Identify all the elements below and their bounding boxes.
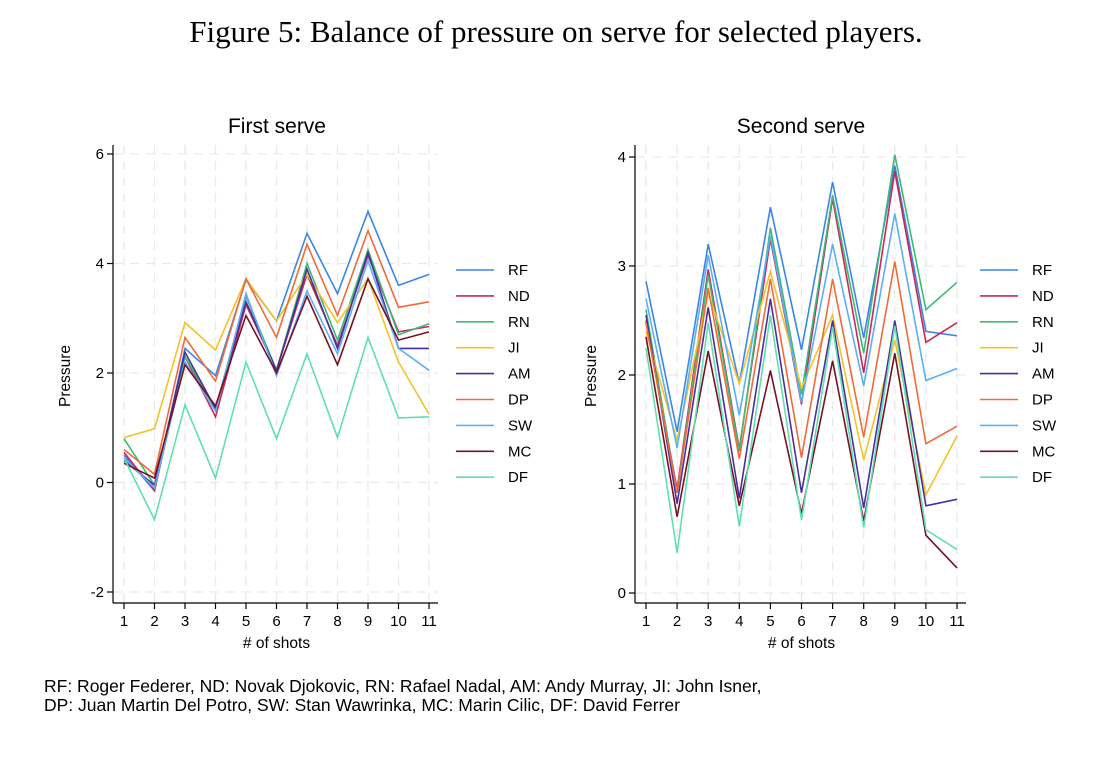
legend-label-df: DF [508,469,528,486]
legend-label-nd: ND [508,288,530,305]
x-tick-label: 11 [421,613,437,630]
y-tick-label: 0 [618,585,626,602]
x-tick-label: 1 [120,613,128,630]
series-line-df [123,334,430,522]
legend-label-mc: MC [1032,443,1055,460]
legend-label-dp: DP [1032,392,1053,409]
legend: RF ND RN JI AM DP SW MC DF [456,262,533,486]
series-line-df [645,314,958,553]
caption: RF: Roger Federer, ND: Novak Djokovic, R… [44,677,761,715]
y-tick-label: 0 [96,475,104,492]
legend-label-ji: JI [508,340,520,357]
legend-label-ji: JI [1032,340,1044,357]
legend-label-df: DF [1032,469,1052,486]
x-tick-label: 3 [704,613,712,630]
x-tick-label: 9 [364,613,372,630]
legend-label-dp: DP [508,392,529,409]
legend-label-rf: RF [1032,262,1052,279]
series-line-ji [123,272,430,439]
x-tick-label: 8 [333,613,341,630]
y-axis-title: Pressure [583,345,600,407]
legend-label-rn: RN [508,314,530,331]
x-tick-label: 5 [242,613,250,630]
x-tick-label: 10 [390,613,407,630]
y-tick-label: 2 [96,365,104,382]
legend-label-am: AM [1032,366,1055,383]
legend-label-sw: SW [508,417,533,434]
legend-label-am: AM [508,366,531,383]
series-line-sw [645,213,958,449]
figure-title: Figure 5: Balance of pressure on serve f… [189,14,923,49]
y-tick-label: 6 [96,146,104,163]
y-axis-title: Pressure [57,345,74,407]
caption-line-1: RF: Roger Federer, ND: Novak Djokovic, R… [44,676,762,696]
x-tick-label: 6 [272,613,280,630]
series-line-mc [123,276,430,480]
series-line-rf [645,165,958,432]
x-axis-title: # of shots [243,635,310,652]
y-tick-label: 4 [96,256,104,273]
x-tick-label: 2 [673,613,681,630]
x-tick-label: 4 [735,613,743,630]
series-line-am [645,298,958,509]
x-tick-label: 11 [949,613,965,630]
legend-label-nd: ND [1032,288,1054,305]
y-tick-label: -2 [91,584,104,601]
series-line-dp [645,261,958,493]
chart-title: First serve [228,115,326,138]
x-tick-label: 3 [181,613,189,630]
series-line-rf [123,209,430,493]
y-tick-label: 2 [618,367,626,384]
x-tick-label: 7 [828,613,836,630]
x-tick-label: 4 [211,613,219,630]
y-tick-label: 4 [618,149,626,166]
legend-label-mc: MC [508,443,531,460]
x-tick-label: 9 [891,613,899,630]
x-tick-label: 6 [797,613,805,630]
legend: RF ND RN JI AM DP SW MC DF [980,262,1057,486]
series-line-am [123,249,429,487]
x-tick-label: 5 [766,613,774,630]
x-tick-label: 2 [150,613,158,630]
chart-title: Second serve [737,115,865,138]
x-tick-label: 7 [303,613,311,630]
y-tick-label: 1 [618,476,626,493]
legend-label-sw: SW [1032,417,1057,434]
series-line-rn [645,154,958,493]
y-tick-label: 3 [618,258,626,275]
series-line-mc [645,336,958,569]
caption-line-2: DP: Juan Martin Del Potro, SW: Stan Wawr… [44,695,680,715]
x-tick-label: 10 [918,613,935,630]
legend-label-rf: RF [508,262,528,279]
chart-panel-1: First serve -2 0 2 4 6 1 2 3 4 5 6 7 8 9 10 11 # of shots… [57,115,533,652]
legend-label-rn: RN [1032,314,1054,331]
x-tick-label: 8 [860,613,868,630]
series-line-dp [123,228,430,476]
x-axis-title: # of shots [768,635,835,652]
x-tick-label: 1 [642,613,650,630]
